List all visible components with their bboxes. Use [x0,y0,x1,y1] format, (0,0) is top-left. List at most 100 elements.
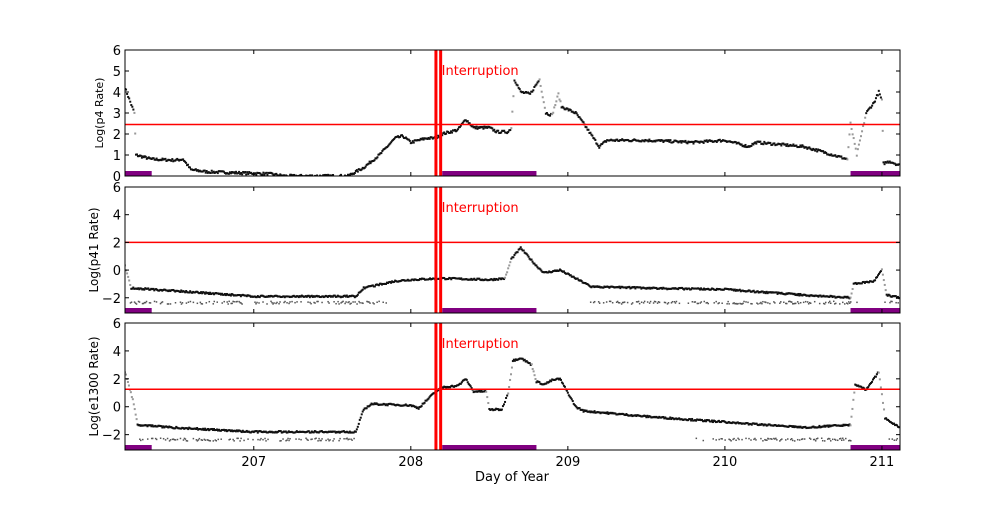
data-point [872,280,875,283]
data-point [206,439,209,441]
data-point [534,84,537,87]
data-point [160,425,163,428]
data-point [506,271,509,274]
data-point [438,136,441,139]
data-point [694,140,697,143]
data-point [390,141,393,144]
data-point [418,277,421,280]
data-point [552,111,555,114]
data-point [675,300,678,303]
data-point [295,438,297,440]
data-point [578,407,581,410]
data-point [302,430,305,433]
data-point [455,277,458,280]
data-point [832,424,835,427]
data-point [714,140,717,143]
data-point [567,394,570,397]
data-point [468,122,471,125]
data-point [126,92,129,95]
data-point [874,375,877,378]
data-point [361,288,364,291]
data-point [829,294,832,297]
data-point [623,301,626,303]
data-point [130,301,133,303]
data-point [895,301,897,304]
data-point [632,138,635,141]
data-point [443,131,446,134]
data-point [216,172,219,175]
data-point [656,302,659,304]
data-point [828,424,831,427]
data-point [868,107,871,110]
y-tick-label: 6 [113,181,121,196]
data-point [893,439,896,441]
data-point [774,302,776,304]
data-point [764,438,766,441]
data-point [427,136,430,139]
data-point [127,95,130,98]
data-point [128,279,131,282]
data-point [861,281,864,284]
data-point [826,438,829,440]
data-point [663,301,666,304]
data-point [204,427,207,430]
data-point [797,292,800,295]
data-point [263,430,266,433]
data-point [893,422,896,425]
data-point [203,438,206,441]
data-point [393,280,396,283]
data-point [280,439,282,442]
data-point [890,300,892,303]
data-point [760,301,762,304]
data-point [721,302,723,304]
data-point [870,381,873,384]
data-point [236,437,238,440]
data-point [761,142,764,145]
data-point [216,301,218,303]
data-point [540,90,543,93]
data-point [709,420,712,423]
data-point [761,302,763,305]
data-point [306,438,308,441]
data-point [691,417,694,420]
data-point [889,301,891,304]
data-point [219,170,222,173]
data-point [310,438,312,441]
data-point [666,303,669,305]
data-point [179,437,182,440]
data-point [155,157,158,160]
data-point [335,295,338,298]
data-point [229,438,231,440]
data-point [890,161,893,164]
data-point [328,302,330,304]
data-point [292,294,295,297]
data-point [881,129,884,132]
data-point [389,280,392,283]
data-point [756,302,758,304]
data-point [699,288,702,291]
data-point [787,438,789,440]
data-point [815,294,818,297]
data-point [816,437,819,440]
data-point [258,172,261,175]
data-point [172,438,175,440]
data-point [309,301,311,304]
data-point [300,438,302,441]
data-point [874,100,877,103]
data-point [801,438,804,440]
data-point [298,295,301,298]
data-point [843,157,846,160]
data-point [317,300,319,303]
data-point [430,278,433,281]
data-point [259,439,261,441]
data-point [293,431,296,434]
data-point [480,279,483,282]
data-point [779,302,781,305]
data-point [866,281,869,284]
data-point [652,140,655,143]
data-point [792,425,795,428]
data-point [599,144,602,147]
data-point [850,440,852,442]
data-point [621,301,624,304]
data-point [133,408,136,411]
